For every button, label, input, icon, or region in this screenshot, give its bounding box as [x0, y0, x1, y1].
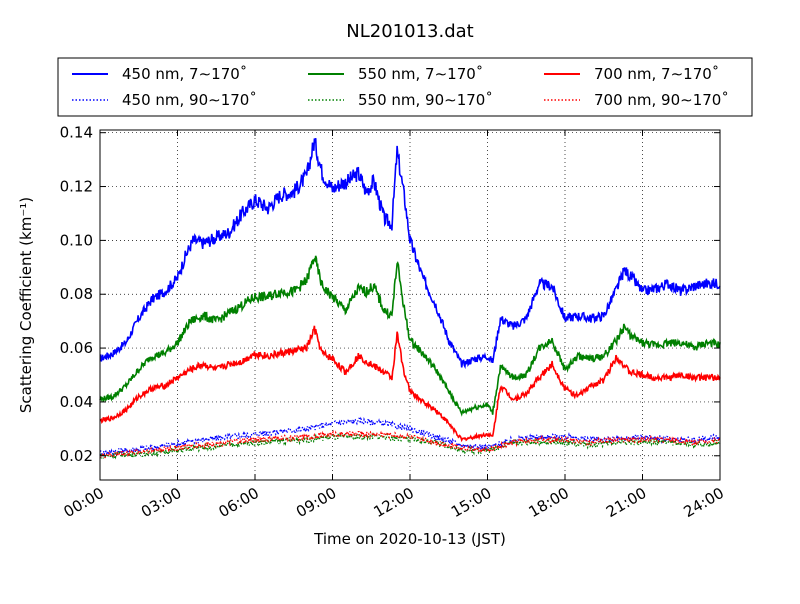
legend-label: 700 nm, 90∼170˚: [594, 91, 729, 109]
series-line-550-nm-90-170-dotted: [99, 431, 721, 460]
legend-label: 700 nm, 7∼170˚: [594, 65, 719, 83]
x-axis-label: Time on 2020-10-13 (JST): [313, 530, 506, 548]
legend-box: [57, 57, 753, 117]
y-axis-label: Scattering Coefficient (km⁻¹): [17, 197, 35, 413]
y-tick-label: 0.04: [60, 393, 93, 411]
plot-frame: [99, 129, 721, 481]
y-tick-label: 0.02: [60, 447, 93, 465]
x-tick-label: 21:00: [603, 484, 649, 521]
legend-label: 450 nm, 7∼170˚: [122, 65, 247, 83]
x-tick-label: 12:00: [371, 484, 417, 521]
y-tick-label: 0.08: [60, 285, 93, 303]
x-tick-label: 09:00: [293, 484, 339, 521]
x-tick-label: 03:00: [138, 484, 184, 521]
y-tick-label: 0.06: [60, 339, 93, 357]
x-tick-label: 18:00: [526, 484, 572, 521]
series-line-450-nm-90-170-dotted: [99, 416, 721, 458]
legend-label: 550 nm, 7∼170˚: [358, 65, 483, 83]
grid: [100, 130, 720, 480]
legend: 450 nm, 7∼170˚ 450 nm, 90∼170˚ 550 nm, 7∼1…: [57, 57, 753, 117]
series-line-450-nm-7-170: [99, 138, 721, 370]
plot-lines: [99, 138, 721, 460]
axis-ticks: 00:00 03:00 06:00 09:00 12:00 15:00 18:00 21:00…: [60, 124, 727, 521]
x-tick-label: 06:00: [216, 484, 262, 521]
series-line-700-nm-7-170: [99, 325, 721, 443]
series-line-550-nm-7-170: [99, 255, 721, 417]
legend-label: 550 nm, 90∼170˚: [358, 91, 493, 109]
x-tick-label: 24:00: [681, 484, 727, 521]
chart-title: NL201013.dat: [346, 21, 473, 42]
y-tick-label: 0.10: [60, 231, 93, 249]
legend-label: 450 nm, 90∼170˚: [122, 91, 257, 109]
x-tick-label: 15:00: [448, 484, 494, 521]
y-tick-label: 0.12: [60, 178, 93, 196]
y-tick-label: 0.14: [60, 124, 93, 142]
x-tick-label: 00:00: [61, 484, 107, 521]
